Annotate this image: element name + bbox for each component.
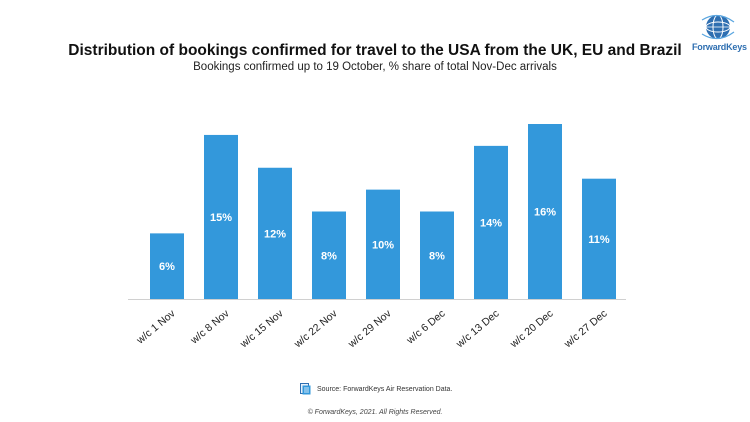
bar-6 <box>420 211 454 299</box>
globe-icon <box>701 14 735 40</box>
x-tick-label: w/c 29 Nov <box>345 307 394 351</box>
forwardkeys-logo: ForwardKeys <box>692 12 747 58</box>
x-tick-label: w/c 15 Nov <box>237 307 286 351</box>
chart-title: Distribution of bookings confirmed for t… <box>68 42 682 59</box>
x-tick-label: w/c 1 Nov <box>134 307 178 347</box>
bar-8 <box>528 124 562 299</box>
bar-data-label: 12% <box>264 228 286 240</box>
bar-7 <box>474 145 508 299</box>
bar-2 <box>204 134 238 299</box>
x-tick-label: w/c 27 Dec <box>561 308 609 351</box>
bar-data-label: 6% <box>159 261 175 273</box>
bar-3 <box>258 167 292 299</box>
x-tick-label: w/c 13 Dec <box>453 308 501 351</box>
copyright-text: © ForwardKeys, 2021. All Rights Reserved… <box>307 409 443 416</box>
x-tick-label: w/c 8 Nov <box>188 307 232 347</box>
bar-data-label: 8% <box>321 250 337 262</box>
source-text: Source: ForwardKeys Air Reservation Data… <box>317 385 453 393</box>
chart-subtitle: Bookings confirmed up to 19 October, % s… <box>193 61 557 73</box>
source-note: Source: ForwardKeys Air Reservation Data… <box>300 382 452 396</box>
bar-data-label: 10% <box>372 239 394 251</box>
document-icon <box>300 383 311 395</box>
x-tick-label: w/c 6 Dec <box>404 308 448 347</box>
bar-4 <box>312 211 346 299</box>
logo-text: ForwardKeys <box>692 42 747 52</box>
bar-chart: 6% w/c 1 Nov 15% w/c 8 Nov 12% w/c 15 Nov 8% w/… <box>128 124 626 351</box>
bar-9 <box>582 178 616 299</box>
bar-data-label: 16% <box>534 207 556 219</box>
bar-data-label: 8% <box>429 250 445 262</box>
bar-data-label: 11% <box>588 234 610 246</box>
bar-data-label: 14% <box>480 217 502 229</box>
bar-data-label: 15% <box>210 212 232 224</box>
bar-5 <box>366 189 400 299</box>
bar-1 <box>150 233 184 299</box>
x-tick-label: w/c 22 Nov <box>291 307 340 351</box>
x-tick-label: w/c 20 Dec <box>507 308 555 351</box>
